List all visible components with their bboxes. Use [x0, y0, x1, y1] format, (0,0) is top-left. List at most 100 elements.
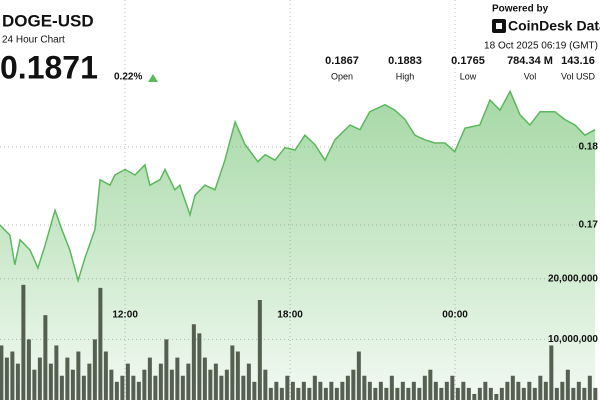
volume-bar: [87, 363, 92, 400]
volume-bar: [164, 339, 169, 400]
volume-bar: [10, 351, 15, 400]
timestamp: 18 Oct 2025 06:19 (GMT): [484, 41, 598, 52]
volume-bar: [274, 381, 279, 400]
volume-bar: [235, 351, 240, 400]
volume-bar: [142, 369, 147, 400]
stat-value: 0.1867: [325, 55, 359, 67]
volume-bar: [70, 369, 75, 400]
volume-bar: [296, 387, 301, 400]
volume-bar: [433, 381, 438, 400]
volume-bar: [439, 387, 444, 400]
volume-bar: [483, 381, 488, 400]
volume-bar: [477, 387, 482, 400]
volume-bar: [329, 381, 334, 400]
volume-bar: [400, 381, 405, 400]
volume-bar: [334, 387, 339, 400]
area-fill: [0, 91, 596, 400]
stat-value: 784.34 M: [507, 55, 553, 67]
y-tick-label: 0.17: [579, 220, 599, 231]
volume-bar: [114, 381, 119, 400]
y2-tick-label: 20,000,000: [548, 273, 598, 284]
x-tick-label: 12:00: [112, 310, 138, 321]
volume-bar: [15, 363, 20, 400]
volume-bar: [153, 375, 158, 400]
volume-bar: [560, 381, 565, 400]
volume-bar: [538, 375, 543, 400]
volume-bar: [219, 375, 224, 400]
stat-label: Low: [460, 71, 477, 81]
volume-bar: [406, 387, 411, 400]
powered-by: Powered by: [492, 4, 549, 15]
volume-bar: [208, 369, 213, 400]
volume-bar: [43, 315, 48, 400]
volume-bar: [318, 381, 323, 400]
volume-bar: [98, 287, 103, 400]
stats: 0.1867 Open 0.1883 High 0.1765 Low 784.34 M Vol…: [325, 55, 595, 81]
volume-bar: [81, 375, 86, 400]
stat-label: Vol USD: [561, 71, 596, 81]
volume-bar: [461, 381, 466, 400]
volume-bar: [21, 284, 26, 400]
volume-bar: [32, 369, 37, 400]
change: 0.22%: [114, 72, 142, 83]
volume-bar: [521, 387, 526, 400]
volume-bar: [543, 381, 548, 400]
volume-bar: [290, 381, 295, 400]
volume-bar: [158, 363, 163, 400]
volume-bar: [0, 345, 4, 400]
volume-bar: [257, 300, 262, 400]
y-tick-label: 0.18: [579, 142, 599, 153]
volume-bar: [554, 387, 559, 400]
volume-bar: [532, 387, 537, 400]
volume-bar: [186, 363, 191, 400]
subtitle: 24 Hour Chart: [2, 35, 65, 46]
volume-bar: [499, 387, 504, 400]
volume-bar: [576, 381, 581, 400]
volume-bar: [428, 369, 433, 400]
volume-bar: [224, 369, 229, 400]
volume-bar: [565, 369, 570, 400]
volume-bar: [252, 381, 257, 400]
volume-bar: [466, 387, 471, 400]
volume-bar: [169, 369, 174, 400]
brand-icon-inner: [496, 23, 502, 29]
volume-bar: [307, 387, 312, 400]
volume-bar: [26, 339, 31, 400]
volume-bar: [510, 375, 515, 400]
volume-bar: [417, 387, 422, 400]
volume-bar: [279, 387, 284, 400]
stat-value: 143.16: [561, 55, 595, 67]
volume-bar: [516, 381, 521, 400]
volume-bar: [340, 381, 345, 400]
volume-bar: [65, 357, 70, 400]
volume-bar: [505, 381, 510, 400]
volume-bar: [312, 375, 317, 400]
x-tick-label: 18:00: [277, 310, 303, 321]
volume-bar: [395, 387, 400, 400]
volume-bar: [351, 369, 356, 400]
stat-label: Vol: [524, 71, 537, 81]
volume-bar: [230, 345, 235, 400]
volume-bar: [59, 375, 64, 400]
volume-bar: [180, 375, 185, 400]
volume-bar: [125, 363, 130, 400]
stat-label: High: [396, 71, 415, 81]
volume-bar: [527, 381, 532, 400]
stat-value: 0.1765: [451, 55, 485, 67]
volume-bar: [549, 345, 554, 400]
volume-bar: [356, 351, 361, 400]
volume-bar: [147, 357, 152, 400]
volume-bar: [76, 351, 81, 400]
volume-bar: [411, 381, 416, 400]
volume-bar: [378, 381, 383, 400]
volume-bar: [131, 375, 136, 400]
brand: CoinDesk Data: [508, 18, 600, 34]
volume-bar: [92, 339, 97, 400]
volume-bar: [571, 387, 576, 400]
volume-bar: [455, 387, 460, 400]
volume-bar: [373, 387, 378, 400]
volume-bar: [362, 375, 367, 400]
